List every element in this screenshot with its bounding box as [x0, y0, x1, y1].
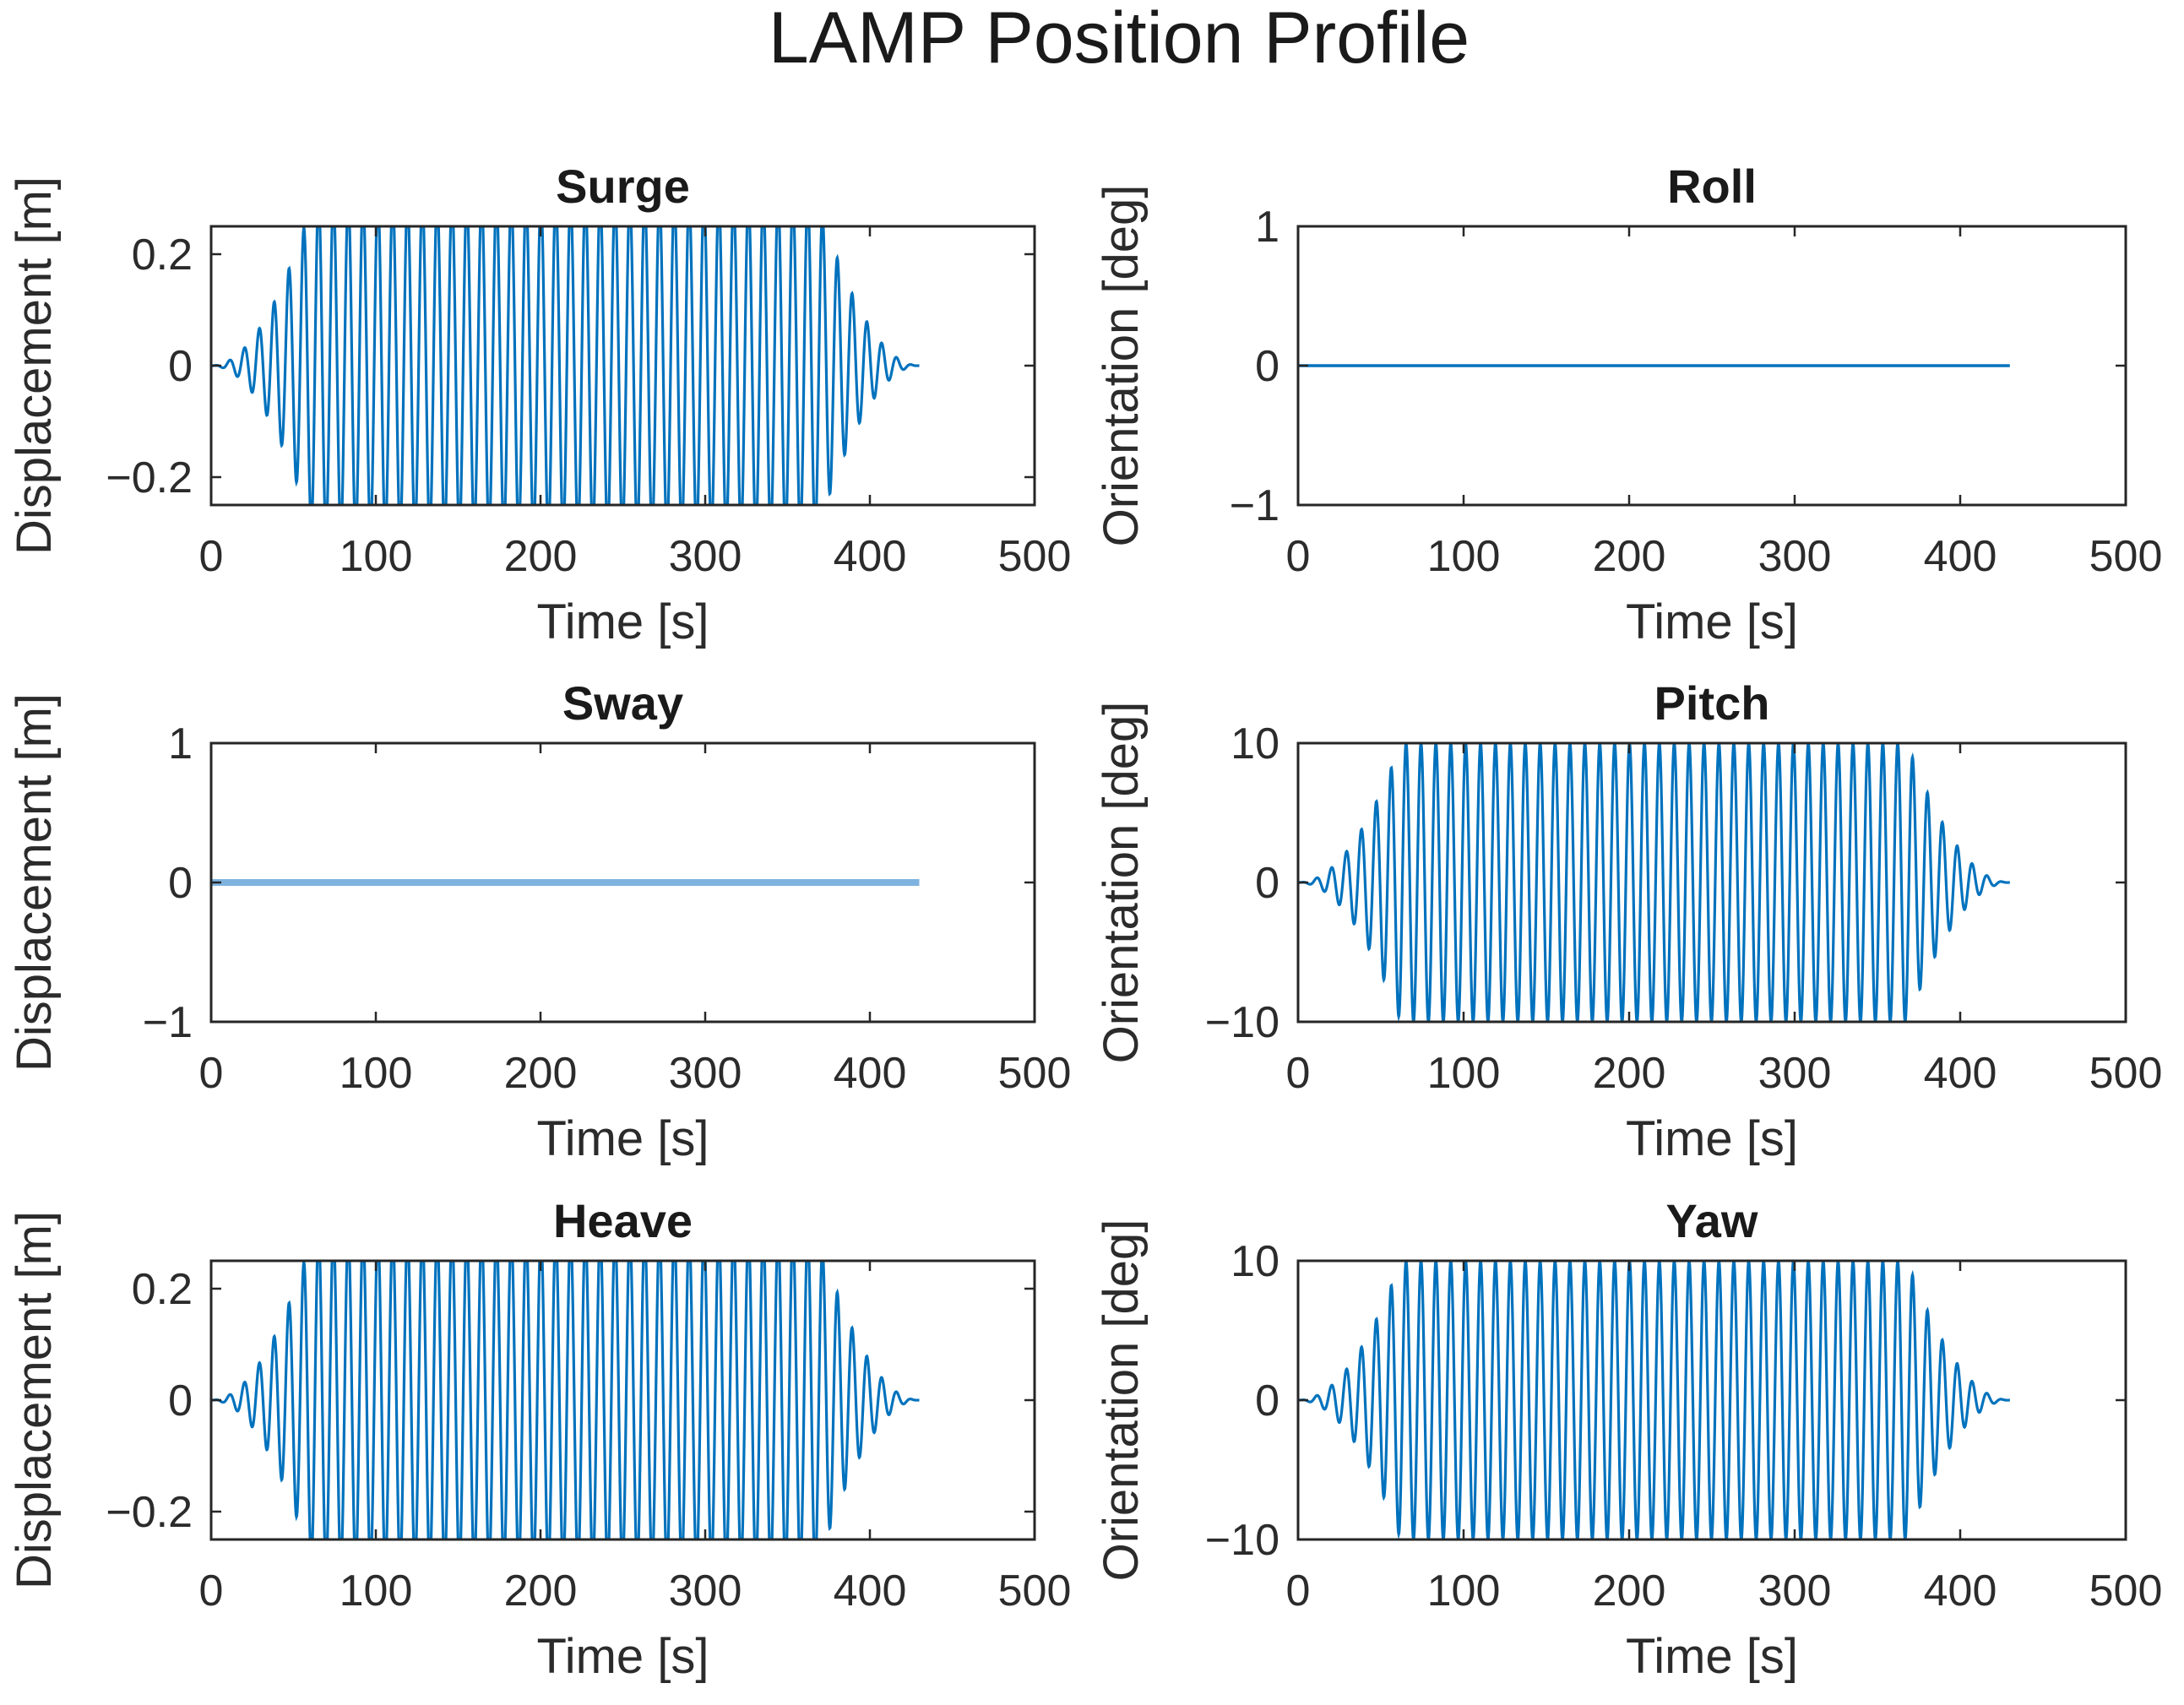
plot-area [1298, 1261, 2126, 1539]
y-tick-label: 0 [1255, 342, 1279, 391]
y-tick-label: 0 [168, 342, 193, 391]
x-tick-label: 100 [340, 1567, 413, 1615]
y-tick-label: −1 [143, 998, 193, 1047]
x-tick-label: 500 [998, 532, 1072, 581]
figure-title: LAMP Position Profile [769, 0, 1470, 79]
x-tick-label: 500 [2089, 1567, 2163, 1615]
x-tick-label: 200 [1593, 1049, 1666, 1098]
y-tick-label: −10 [1205, 1516, 1279, 1565]
x-tick-label: 200 [504, 1049, 578, 1098]
subplot-title: Yaw [1666, 1194, 1758, 1247]
series-line [211, 226, 920, 505]
x-tick-label: 400 [834, 1049, 907, 1098]
y-tick-label: 10 [1231, 719, 1279, 768]
x-tick-label: 500 [998, 1049, 1072, 1098]
x-tick-label: 0 [199, 1049, 224, 1098]
x-tick-label: 100 [1427, 1567, 1501, 1615]
y-tick-label: 0 [168, 859, 193, 908]
x-tick-label: 100 [1427, 1049, 1501, 1098]
x-tick-label: 300 [669, 532, 742, 581]
y-tick-label: −0.2 [106, 453, 193, 502]
x-tick-label: 200 [504, 532, 578, 581]
subplot-title: Heave [553, 1194, 693, 1247]
y-tick-label: −0.2 [106, 1488, 193, 1537]
x-axis-label: Time [s] [536, 595, 709, 649]
x-tick-label: 400 [1924, 1049, 1997, 1098]
y-axis-label: Displacement [m] [7, 693, 62, 1072]
x-tick-label: 100 [340, 532, 413, 581]
x-axis-label: Time [s] [1626, 1111, 1798, 1166]
y-tick-label: 1 [1255, 203, 1279, 252]
x-tick-label: 0 [199, 532, 224, 581]
y-axis-label: Orientation [deg] [1094, 1219, 1149, 1582]
subplot-title: Pitch [1654, 676, 1770, 730]
x-tick-label: 300 [669, 1049, 742, 1098]
x-tick-label: 0 [1286, 1567, 1311, 1615]
subplot-title: Roll [1667, 160, 1757, 213]
y-axis-label: Orientation [deg] [1094, 702, 1149, 1064]
y-tick-label: −10 [1205, 998, 1279, 1047]
y-tick-label: 0 [168, 1376, 193, 1425]
x-tick-label: 200 [1593, 1567, 1666, 1615]
series-line [211, 1261, 920, 1539]
y-axis-label: Displacement [m] [7, 176, 62, 555]
y-tick-label: 1 [168, 719, 193, 768]
x-tick-label: 0 [1286, 1049, 1311, 1098]
x-tick-label: 300 [1758, 532, 1832, 581]
x-tick-label: 500 [2089, 532, 2163, 581]
y-tick-label: 10 [1231, 1237, 1279, 1286]
x-tick-label: 300 [1758, 1049, 1832, 1098]
x-tick-label: 0 [1286, 532, 1311, 581]
plot-area [1298, 743, 2126, 1022]
y-tick-label: 0.2 [132, 231, 193, 280]
x-tick-label: 500 [998, 1567, 1072, 1615]
x-tick-label: 300 [1758, 1567, 1832, 1615]
y-tick-label: 0.2 [132, 1265, 193, 1314]
x-tick-label: 500 [2089, 1049, 2163, 1098]
y-tick-label: −1 [1230, 481, 1279, 530]
subplot-title: Surge [556, 160, 690, 213]
series-line [1298, 743, 2010, 1022]
x-axis-label: Time [s] [536, 1629, 709, 1684]
y-tick-label: 0 [1255, 859, 1279, 908]
subplot-title: Sway [562, 676, 683, 730]
plot-area [211, 1261, 1035, 1539]
x-tick-label: 100 [1427, 532, 1501, 581]
x-tick-label: 400 [1924, 532, 1997, 581]
x-tick-label: 400 [834, 532, 907, 581]
series-line [1298, 1261, 2010, 1539]
x-tick-label: 300 [669, 1567, 742, 1615]
x-tick-label: 100 [340, 1049, 413, 1098]
y-tick-label: 0 [1255, 1376, 1279, 1425]
x-tick-label: 200 [504, 1567, 578, 1615]
x-axis-label: Time [s] [1626, 1629, 1798, 1684]
x-tick-label: 0 [199, 1567, 224, 1615]
plot-area [211, 226, 1035, 505]
x-axis-label: Time [s] [536, 1111, 709, 1166]
x-tick-label: 400 [1924, 1567, 1997, 1615]
y-axis-label: Orientation [deg] [1094, 185, 1149, 547]
x-tick-label: 200 [1593, 532, 1666, 581]
x-tick-label: 400 [834, 1567, 907, 1615]
x-axis-label: Time [s] [1626, 595, 1798, 649]
y-axis-label: Displacement [m] [7, 1211, 62, 1589]
